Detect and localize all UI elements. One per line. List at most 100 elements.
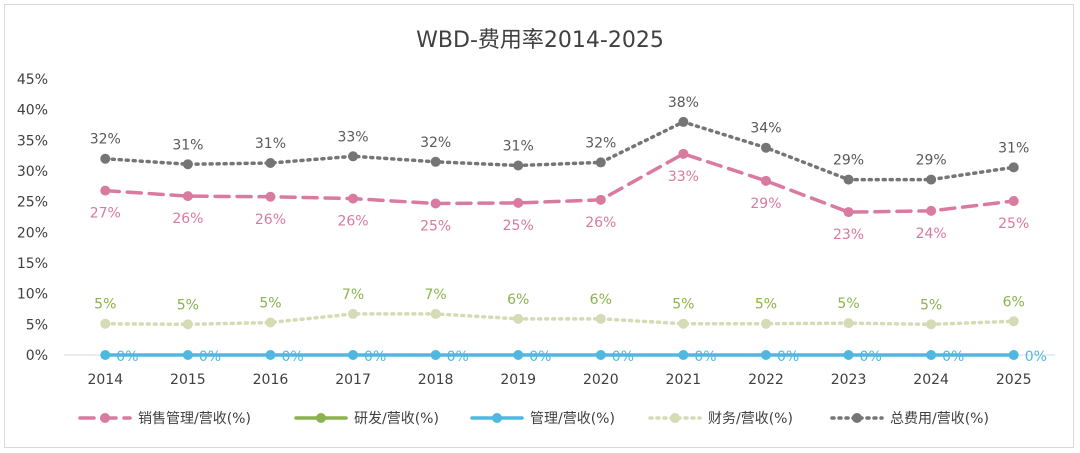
legend-label: 研发/营收(%)	[354, 411, 439, 427]
series-3-point	[595, 313, 606, 324]
data-label: 26%	[172, 211, 203, 227]
data-label: 23%	[833, 227, 864, 243]
series-0-point	[182, 191, 193, 202]
data-label: 32%	[585, 135, 616, 151]
data-label: 31%	[998, 140, 1029, 156]
series-line-4	[103, 120, 1016, 182]
y-axis: 0% 5% 10% 15% 20% 25% 30% 35% 40% 45%	[17, 72, 48, 364]
data-label: 27%	[90, 206, 121, 222]
data-label: 0%	[281, 349, 303, 365]
series-3-point	[678, 318, 689, 329]
data-label: 33%	[337, 129, 368, 145]
x-tick-label: 2021	[666, 372, 702, 388]
data-label: 29%	[750, 196, 781, 212]
series-2-point	[348, 350, 359, 360]
data-label: 25%	[503, 218, 534, 234]
series-line-3	[103, 312, 1016, 327]
series-3-point	[843, 318, 854, 329]
series-2-point	[513, 350, 524, 360]
y-tick-label: 10%	[17, 287, 48, 303]
data-label: 25%	[998, 216, 1029, 232]
data-label: 5%	[920, 297, 942, 313]
x-tick-label: 2015	[170, 372, 206, 388]
series-4-point	[430, 156, 441, 167]
series-0-point	[100, 185, 111, 196]
x-tick-label: 2019	[500, 372, 536, 388]
series-3-point	[1008, 316, 1019, 327]
x-tick-label: 2025	[996, 372, 1032, 388]
data-label: 0%	[529, 349, 551, 365]
y-tick-label: 15%	[17, 256, 48, 272]
x-tick-label: 2018	[418, 372, 454, 388]
series-3-point	[182, 319, 193, 330]
legend-swatch-marker	[670, 413, 680, 423]
series-2-point	[265, 350, 276, 360]
series-4-point	[1008, 162, 1019, 173]
data-label: 26%	[585, 215, 616, 231]
data-label: 0%	[777, 349, 799, 365]
data-label: 0%	[447, 349, 469, 365]
legend-swatch-marker	[492, 413, 502, 423]
data-label: 29%	[833, 153, 864, 169]
data-label: 5%	[837, 296, 859, 312]
legend-swatch-marker	[316, 413, 326, 423]
series-3-point	[348, 308, 359, 319]
series-line-0	[103, 152, 1016, 214]
series-0-point	[843, 207, 854, 218]
data-label: 0%	[1025, 349, 1047, 365]
data-label: 5%	[672, 297, 694, 313]
series-0-point	[760, 175, 771, 186]
data-label: 26%	[255, 212, 286, 228]
series-0-point	[595, 194, 606, 205]
data-label: 0%	[116, 349, 138, 365]
series-layer	[100, 116, 1019, 360]
y-tick-label: 40%	[17, 103, 48, 119]
legend-label: 总费用/营收(%)	[890, 411, 989, 427]
y-tick-label: 25%	[17, 195, 48, 211]
series-0-point	[265, 191, 276, 202]
x-tick-label: 2016	[253, 372, 289, 388]
series-3-point	[513, 313, 524, 324]
series-4-point	[265, 158, 276, 169]
series-2-point	[100, 350, 111, 360]
data-label: 5%	[94, 297, 116, 313]
series-0-point	[348, 193, 359, 204]
data-label: 7%	[342, 287, 364, 303]
data-label: 31%	[172, 137, 203, 153]
series-4-point	[182, 159, 193, 170]
x-tick-label: 2024	[913, 372, 949, 388]
data-label: 34%	[750, 121, 781, 137]
data-label: 25%	[420, 219, 451, 235]
data-label: 26%	[337, 214, 368, 230]
chart-frame	[4, 4, 1074, 448]
series-2-point	[1008, 350, 1019, 360]
data-label: 31%	[503, 138, 534, 154]
series-4-point	[595, 157, 606, 168]
series-2-point	[182, 350, 193, 360]
data-label: 29%	[916, 153, 947, 169]
data-label: 0%	[942, 349, 964, 365]
x-tick-label: 2023	[831, 372, 867, 388]
series-2-point	[760, 350, 771, 360]
data-label: 38%	[668, 95, 699, 111]
data-label: 0%	[199, 349, 221, 365]
series-3-point	[430, 308, 441, 319]
legend-label: 销售管理/营收(%)	[138, 411, 251, 427]
series-2-point	[678, 350, 689, 360]
data-label: 33%	[668, 169, 699, 185]
data-label: 0%	[612, 349, 634, 365]
data-label: 6%	[590, 292, 612, 308]
data-label: 0%	[364, 349, 386, 365]
y-tick-label: 0%	[26, 348, 48, 364]
series-0-point	[678, 148, 689, 159]
series-3-point	[265, 317, 276, 328]
data-label: 6%	[507, 292, 529, 308]
y-tick-label: 45%	[17, 72, 48, 88]
y-tick-label: 20%	[17, 225, 48, 241]
legend-label: 财务/营收(%)	[708, 411, 793, 427]
legend: 销售管理/营收(%) 研发/营收(%) 管理/营收(%) 财务/营收(%) 总费用/营收…	[78, 411, 989, 427]
series-4-point	[513, 160, 524, 171]
data-label: 5%	[755, 297, 777, 313]
series-4-point	[760, 142, 771, 153]
y-tick-label: 30%	[17, 164, 48, 180]
